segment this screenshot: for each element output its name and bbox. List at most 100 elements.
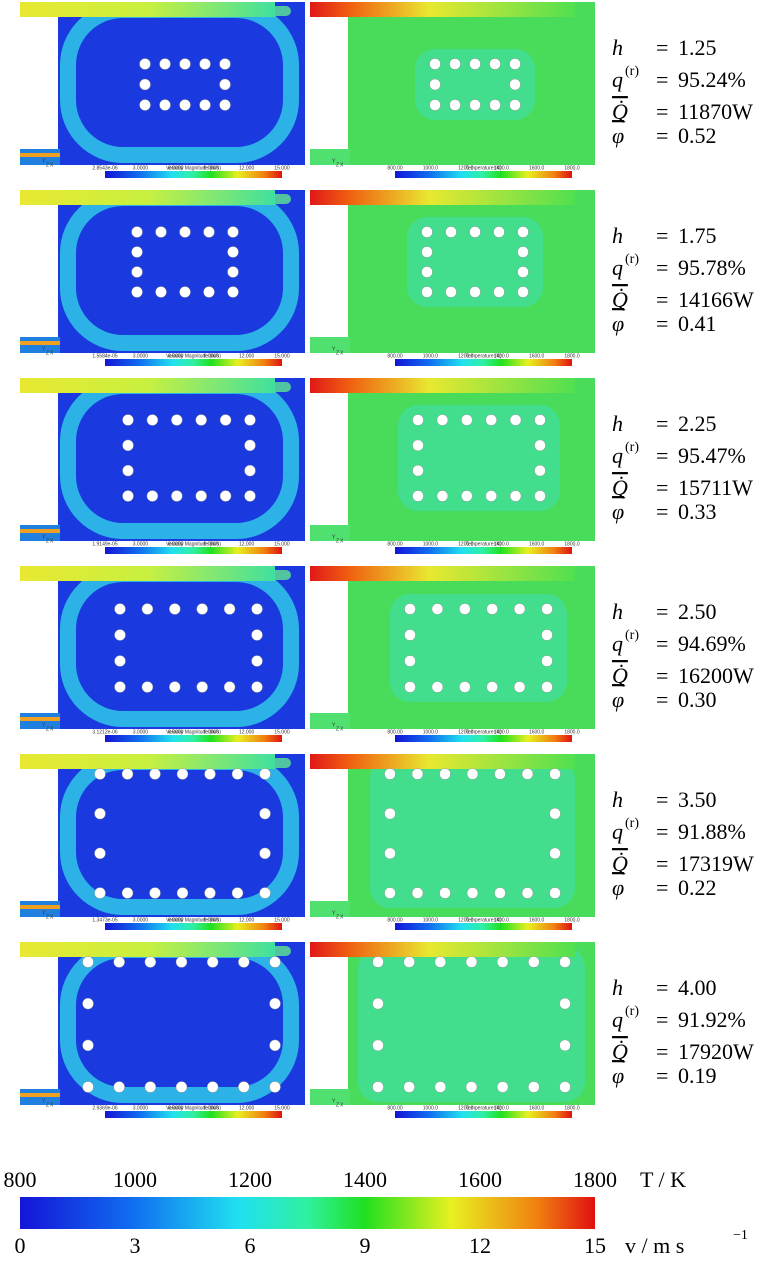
tube — [141, 603, 154, 615]
mini-tick-label: 12.000 — [239, 729, 255, 735]
tube — [149, 887, 161, 899]
tube — [469, 99, 481, 111]
tube — [244, 490, 256, 502]
param-equals: = — [656, 443, 668, 468]
tube — [146, 414, 159, 426]
inlet — [20, 942, 275, 957]
mini-colorbar-title: Temperature (K) — [465, 1105, 501, 1111]
axis-triad: X — [340, 726, 344, 732]
velocity-tick-label: 15 — [584, 1233, 606, 1258]
tube — [372, 1039, 384, 1052]
tube — [493, 226, 505, 238]
param-value: 2.50 — [678, 599, 717, 624]
temperature-panel: 800.00 1000.0 1200.0 1400.0 1600.0 1800.0 Temp… — [310, 754, 595, 930]
outlet — [310, 337, 350, 353]
param-equals: = — [656, 631, 668, 656]
tube — [114, 629, 126, 641]
tube — [206, 1081, 219, 1093]
mini-colorbar-title: Temperature (K) — [465, 541, 501, 547]
param-symbol: Q̇ — [612, 851, 628, 876]
mini-tick-label: 2.8543e-06 — [92, 165, 118, 171]
param-value: 1.75 — [678, 223, 717, 248]
axis-triad: Y — [42, 346, 46, 352]
tube — [384, 847, 396, 860]
tube — [82, 1039, 94, 1052]
mini-tick-label: 9.0000 — [204, 165, 220, 171]
axis-triad: Z — [46, 538, 49, 544]
mini-tick-label: 1000.0 — [423, 541, 439, 547]
tube — [559, 956, 571, 968]
tube — [496, 1081, 509, 1093]
tube — [517, 266, 529, 278]
wall — [310, 957, 348, 1089]
velocity-panel: 2.8543e-06 3.0000 6.0000 9.0000 12.000 15.000… — [20, 2, 305, 178]
tube — [445, 286, 457, 298]
param-symbol: φ — [612, 311, 624, 336]
tube — [114, 603, 126, 615]
mini-colorbar — [395, 359, 572, 366]
tube — [223, 603, 236, 615]
tube — [269, 997, 281, 1010]
tube — [171, 490, 183, 502]
inlet — [20, 2, 275, 17]
mini-tick-label: 1800.0 — [564, 1105, 580, 1111]
tube — [251, 655, 263, 667]
mini-tick-label: 3.0000 — [133, 1105, 149, 1111]
tube — [528, 1081, 540, 1093]
param-value: 1.25 — [678, 35, 717, 60]
tube — [251, 603, 263, 615]
mini-colorbar-title: Velocity Magnitude (m/s) — [166, 917, 221, 923]
tube — [439, 768, 451, 780]
mini-colorbar-title: Temperature (K) — [465, 729, 501, 735]
axis-triad: Z — [336, 1102, 339, 1108]
domain — [58, 190, 305, 353]
axis-triad: X — [50, 1102, 54, 1108]
param-equals: = — [656, 223, 668, 248]
tube — [122, 464, 134, 477]
axis-triad: Y — [332, 346, 336, 352]
outlet-jet — [20, 529, 60, 533]
tube — [169, 681, 181, 693]
param-symbol: φ — [612, 687, 624, 712]
cool-region — [398, 405, 560, 511]
tube — [155, 286, 167, 298]
tube — [509, 78, 521, 91]
tube — [421, 266, 433, 278]
param-symbol: h — [612, 35, 623, 60]
mini-tick-label: 12.000 — [239, 165, 255, 171]
axis-triad: Z — [46, 914, 49, 920]
tube — [465, 956, 478, 968]
inlet — [310, 2, 575, 17]
tube — [528, 956, 540, 968]
tube — [144, 956, 157, 968]
tube — [144, 1081, 157, 1093]
tube — [541, 681, 553, 693]
velocity-tick-label: 9 — [360, 1233, 371, 1258]
axis-triad: X — [340, 914, 344, 920]
mini-colorbar — [395, 735, 572, 742]
inlet — [20, 754, 275, 769]
param-value: 4.00 — [678, 975, 717, 1000]
tube — [223, 681, 236, 693]
velocity-panel: 1.3473e-05 3.0000 6.0000 9.0000 12.000 15.000… — [20, 754, 305, 930]
tube — [114, 681, 126, 693]
axis-triad: Y — [42, 534, 46, 540]
param-superscript: (r) — [625, 1004, 639, 1019]
mini-tick-label: 1000.0 — [423, 729, 439, 735]
wall — [310, 393, 348, 525]
tube — [431, 603, 444, 615]
mini-colorbar-title: Velocity Magnitude (m/s) — [166, 729, 221, 735]
tube — [203, 286, 215, 298]
mini-tick-label: 15.000 — [274, 541, 290, 547]
mini-tick-label: 1800.0 — [564, 917, 580, 923]
tube — [549, 807, 561, 820]
tube — [179, 286, 191, 298]
param-superscript: (r) — [625, 64, 639, 79]
tube — [384, 768, 396, 780]
mini-tick-label: 1.9149e-05 — [92, 541, 118, 547]
tube — [175, 1081, 188, 1093]
tube — [541, 655, 553, 667]
param-symbol: h — [612, 787, 623, 812]
tube — [509, 58, 521, 70]
tube — [227, 246, 239, 258]
